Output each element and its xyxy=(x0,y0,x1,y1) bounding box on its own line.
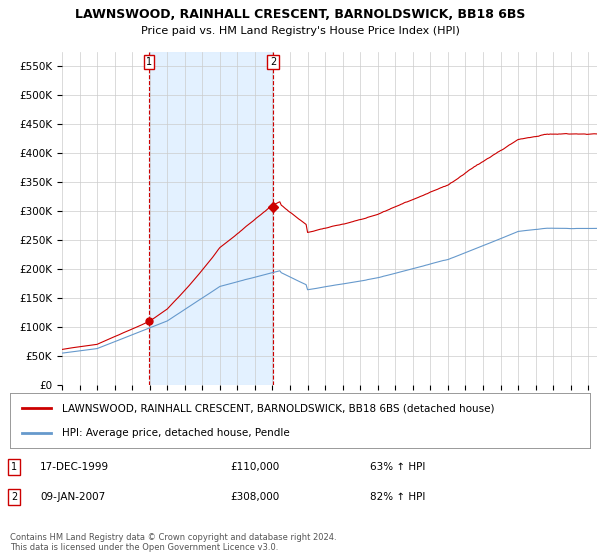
Text: 63% ↑ HPI: 63% ↑ HPI xyxy=(370,462,425,472)
Text: HPI: Average price, detached house, Pendle: HPI: Average price, detached house, Pend… xyxy=(62,428,290,437)
Text: 17-DEC-1999: 17-DEC-1999 xyxy=(40,462,109,472)
Bar xyxy=(149,52,273,385)
Text: LAWNSWOOD, RAINHALL CRESCENT, BARNOLDSWICK, BB18 6BS: LAWNSWOOD, RAINHALL CRESCENT, BARNOLDSWI… xyxy=(75,8,525,21)
Text: 2: 2 xyxy=(270,57,276,67)
Text: 09-JAN-2007: 09-JAN-2007 xyxy=(40,492,105,502)
Text: 1: 1 xyxy=(146,57,152,67)
Text: Price paid vs. HM Land Registry's House Price Index (HPI): Price paid vs. HM Land Registry's House … xyxy=(140,26,460,36)
Text: £308,000: £308,000 xyxy=(230,492,279,502)
Text: 2: 2 xyxy=(11,492,17,502)
Text: £110,000: £110,000 xyxy=(230,462,279,472)
Text: Contains HM Land Registry data © Crown copyright and database right 2024.
This d: Contains HM Land Registry data © Crown c… xyxy=(10,533,337,552)
Text: 1: 1 xyxy=(11,462,17,472)
Text: LAWNSWOOD, RAINHALL CRESCENT, BARNOLDSWICK, BB18 6BS (detached house): LAWNSWOOD, RAINHALL CRESCENT, BARNOLDSWI… xyxy=(62,403,494,413)
Text: 82% ↑ HPI: 82% ↑ HPI xyxy=(370,492,425,502)
